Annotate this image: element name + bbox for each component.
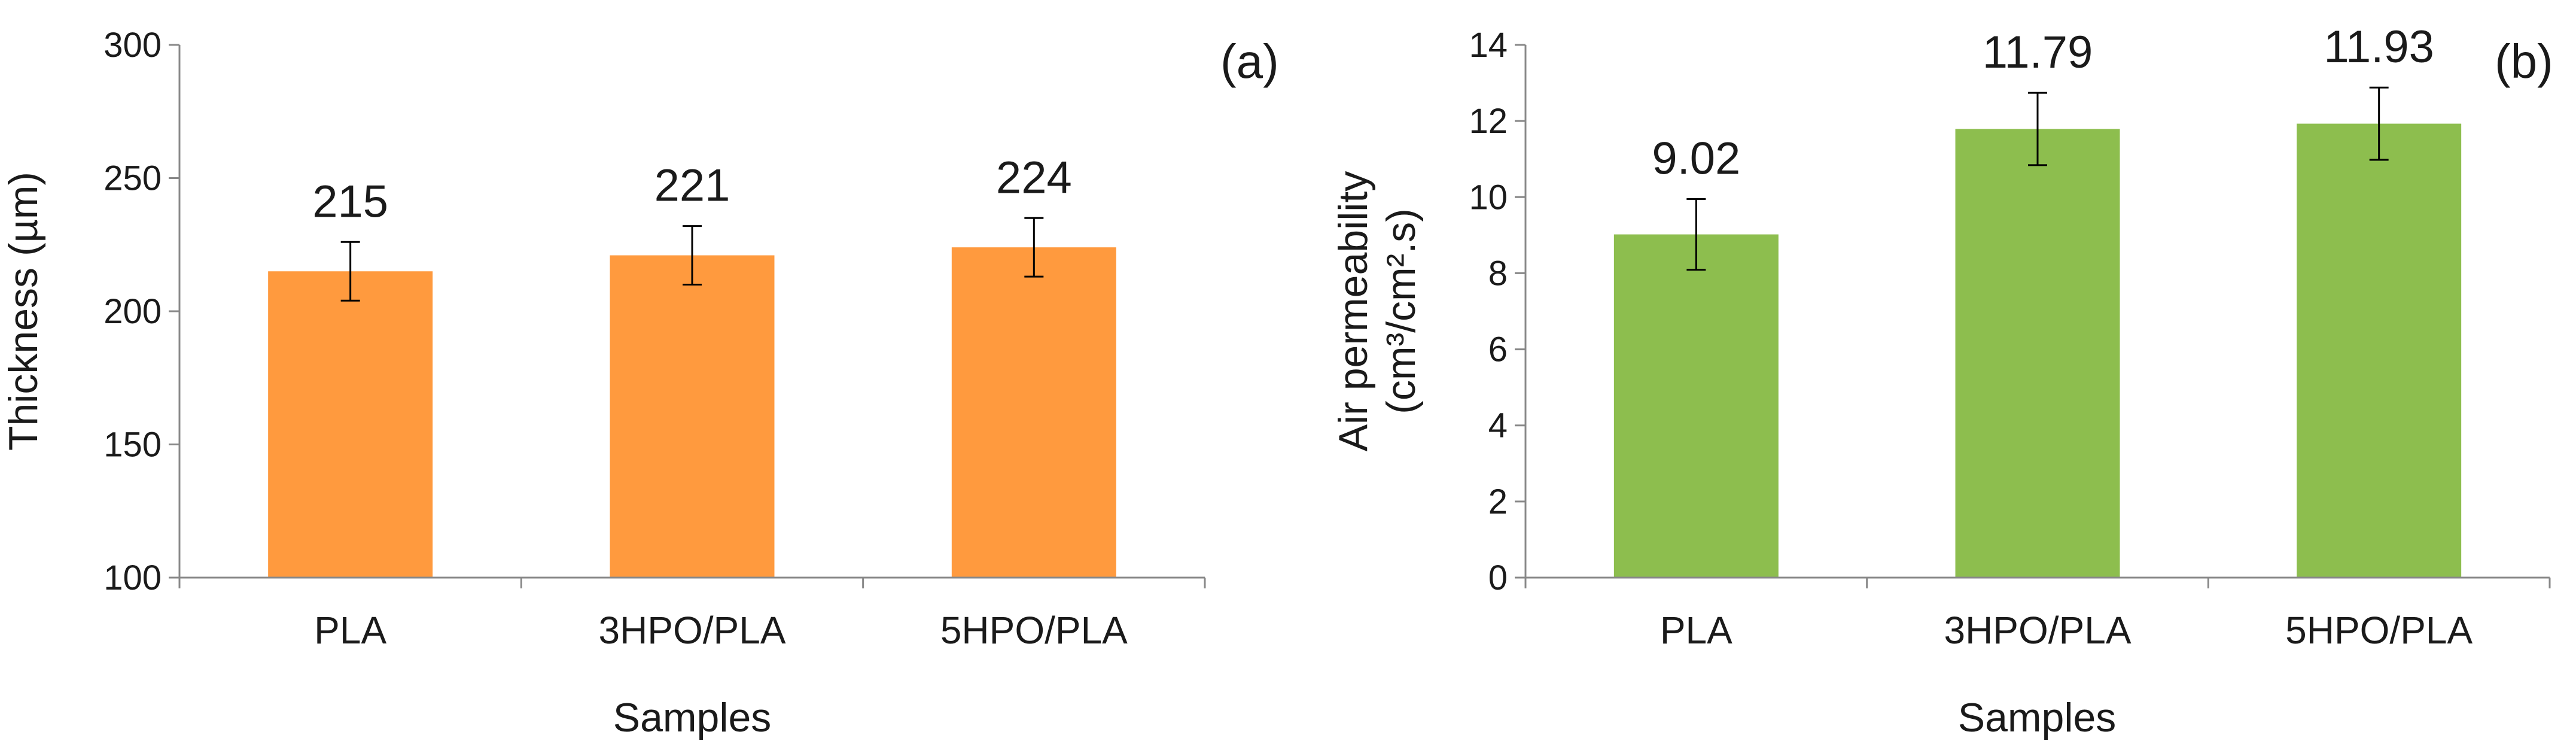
panel-label: (b): [2495, 35, 2553, 88]
chart-air-permeability: 9.02 11.79 11.93 0 2 4 6 8 10 12 14 PLA 3HPO/PLA 5H…: [1330, 22, 2553, 740]
y-axis: 100 150 200 250 300: [103, 26, 181, 597]
bar: [1613, 234, 1779, 578]
bars: [1613, 123, 2462, 578]
x-axis-title: Samples: [613, 695, 772, 740]
x-axis-title: Samples: [1958, 695, 2117, 740]
bar: [951, 247, 1116, 578]
y-tick-label: 0: [1488, 558, 1508, 597]
y-axis-title-line2: (cm³/cm².s): [1378, 208, 1424, 414]
data-label: 9.02: [1652, 133, 1740, 184]
y-tick-label: 300: [103, 26, 162, 65]
data-label: 11.79: [1983, 27, 2093, 78]
x-tick-label: PLA: [1660, 609, 1732, 652]
y-tick-label: 10: [1469, 178, 1508, 217]
data-label: 11.93: [2324, 22, 2434, 72]
y-tick-label: 12: [1469, 102, 1508, 141]
y-tick-label: 4: [1488, 406, 1508, 445]
y-axis-title: Thickness (µm): [1, 172, 46, 451]
x-tick-label: 5HPO/PLA: [940, 609, 1128, 652]
x-tick-label: 3HPO/PLA: [598, 609, 785, 652]
y-axis-title-line1: Air permeability: [1330, 171, 1376, 452]
chart-thickness: 215 221 224 100 150 200 250 300 PLA 3HPO/PLA 5HP…: [1, 26, 1279, 740]
error-bars: [340, 217, 1044, 302]
data-label: 221: [654, 160, 730, 211]
y-tick-label: 8: [1488, 254, 1508, 293]
error-bars: [1686, 86, 2389, 271]
y-tick-label: 6: [1488, 330, 1508, 369]
x-axis: PLA 3HPO/PLA 5HPO/PLA: [178, 576, 1206, 652]
y-tick-label: 100: [103, 558, 162, 597]
x-tick-label: PLA: [314, 609, 386, 652]
bar: [1955, 129, 2120, 578]
y-tick-label: 250: [103, 159, 162, 198]
data-labels: 9.02 11.79 11.93: [1652, 22, 2434, 184]
bar: [2297, 123, 2462, 578]
bar: [268, 271, 433, 578]
bar: [610, 255, 775, 578]
y-axis: 0 2 4 6 8 10 12 14: [1469, 26, 1527, 597]
x-tick-label: 3HPO/PLA: [1944, 609, 2131, 652]
panel-label: (a): [1220, 35, 1279, 88]
y-tick-label: 200: [103, 292, 162, 331]
data-label: 224: [996, 152, 1072, 203]
y-tick-label: 2: [1488, 482, 1508, 521]
y-tick-label: 14: [1469, 26, 1508, 65]
bars: [268, 247, 1116, 578]
data-label: 215: [312, 176, 388, 227]
x-axis: PLA 3HPO/PLA 5HPO/PLA: [1524, 576, 2551, 652]
data-labels: 215 221 224: [312, 152, 1071, 227]
x-tick-label: 5HPO/PLA: [2285, 609, 2473, 652]
y-tick-label: 150: [103, 426, 162, 464]
